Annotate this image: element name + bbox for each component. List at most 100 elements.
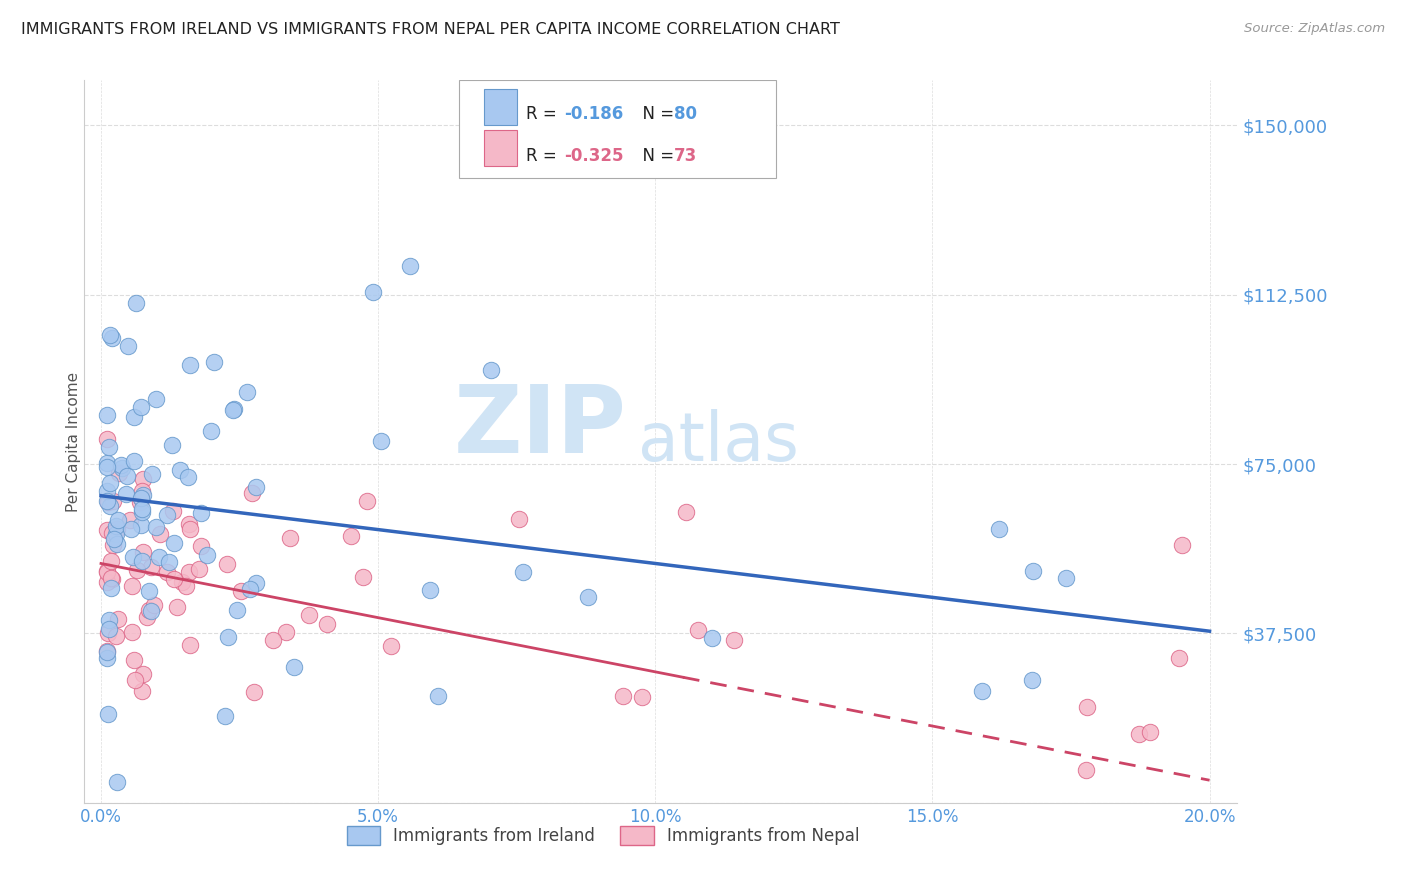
Text: 80: 80 [673,105,696,123]
Point [131,506,153,520]
Text: Source: ZipAtlas.com: Source: ZipAtlas.com [1244,22,1385,36]
Point [231,583,253,598]
Point [239,582,262,596]
Point [148,550,170,565]
Point [149,526,172,541]
Point [96,459,118,474]
Point [132,488,155,502]
Point [141,467,163,482]
Point [101,538,124,552]
Point [202,355,225,369]
Point [96,645,118,659]
Point [177,469,200,483]
Legend: Immigrants from Ireland, Immigrants from Nepal: Immigrants from Ireland, Immigrants from… [347,826,859,845]
Point [236,385,259,400]
Point [512,565,534,579]
Point [105,537,128,551]
Point [426,689,449,703]
Point [96,456,118,470]
Point [370,434,392,449]
Point [240,485,263,500]
Point [122,550,145,565]
Point [156,508,179,522]
Point [97,495,120,509]
Point [179,516,201,531]
Point [283,660,305,674]
Point [122,454,145,468]
Point [141,604,163,618]
Point [125,296,148,310]
Point [100,331,122,345]
Point [1076,699,1098,714]
Point [214,709,236,723]
Point [1054,571,1077,585]
Point [217,630,239,644]
Point [200,424,222,438]
Point [96,574,118,589]
Point [101,525,124,540]
Point [97,623,120,637]
Point [145,392,167,406]
Text: ZIP: ZIP [453,381,626,473]
Point [1168,651,1191,665]
Point [243,685,266,699]
Point [1022,565,1045,579]
Point [100,581,122,595]
FancyBboxPatch shape [485,89,517,125]
Point [138,583,160,598]
Point [226,603,249,617]
Point [145,519,167,533]
Point [96,650,118,665]
Point [98,328,121,343]
Point [340,529,363,543]
Point [675,505,697,519]
Point [115,487,138,501]
Point [96,565,118,579]
Y-axis label: Per Capita Income: Per Capita Income [66,371,80,512]
Point [179,522,201,536]
Text: N =: N = [633,146,679,165]
Point [115,468,138,483]
Point [131,517,153,532]
Point [96,484,118,499]
Point [120,522,142,536]
Point [215,557,238,571]
Point [245,480,267,494]
Point [101,494,124,508]
Point [190,506,212,520]
Point [98,476,121,491]
Point [103,532,125,546]
Point [97,706,120,721]
Point [135,609,157,624]
Point [262,632,284,647]
Point [105,629,128,643]
Point [1171,538,1194,552]
Point [576,590,599,604]
Point [107,612,129,626]
Text: N =: N = [633,105,679,123]
Point [316,617,339,632]
Point [96,644,118,658]
Point [1021,673,1043,687]
Point [96,494,118,508]
Point [128,494,150,508]
Text: atlas: atlas [638,409,799,475]
Point [630,690,652,705]
Point [96,409,118,423]
Point [127,563,149,577]
Point [356,494,378,508]
Point [157,555,180,569]
Point [100,570,122,584]
Point [105,519,128,533]
Point [197,549,219,563]
Text: -0.186: -0.186 [564,105,623,123]
Point [298,608,321,623]
Point [172,574,194,589]
FancyBboxPatch shape [485,130,517,167]
Point [179,638,201,652]
Text: -0.325: -0.325 [564,146,623,165]
Point [700,631,723,645]
Point [1128,727,1150,741]
Point [131,544,153,558]
Point [117,339,139,353]
